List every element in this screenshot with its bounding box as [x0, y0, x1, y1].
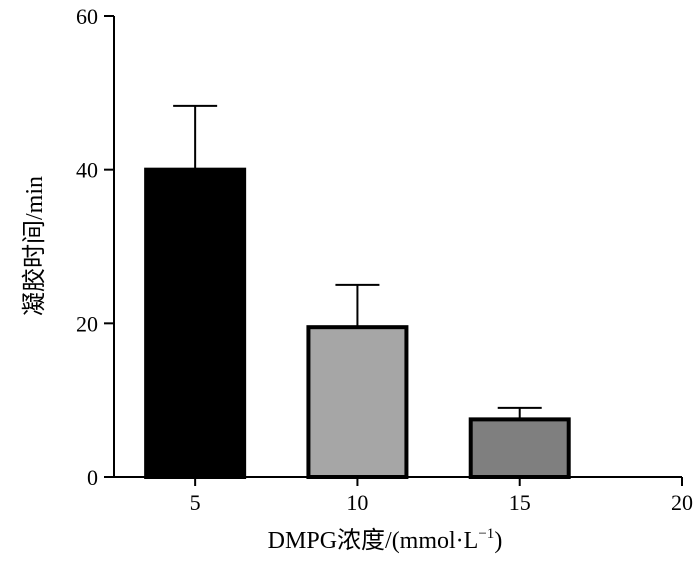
y-tick-label-60: 60	[76, 4, 98, 29]
axes-layer: 0 20 40 60 5 10 15 20	[76, 4, 693, 515]
bar-10	[306, 325, 409, 479]
x-tick-label-5: 5	[190, 490, 201, 515]
x-axis-title: DMPG浓度/(mmol·L−1)	[268, 526, 503, 554]
bars-layer	[144, 104, 571, 480]
bar-5	[144, 167, 247, 480]
x-tick-label-15: 15	[509, 490, 531, 515]
y-axis-title: 凝胶时间/min	[21, 176, 48, 316]
y-tick-label-40: 40	[76, 158, 98, 183]
y-tick-label-0: 0	[87, 465, 98, 490]
x-tick-label-10: 10	[346, 490, 368, 515]
x-tick-label-20: 20	[671, 490, 693, 515]
bar-15	[468, 417, 571, 479]
y-tick-label-20: 20	[76, 311, 98, 336]
